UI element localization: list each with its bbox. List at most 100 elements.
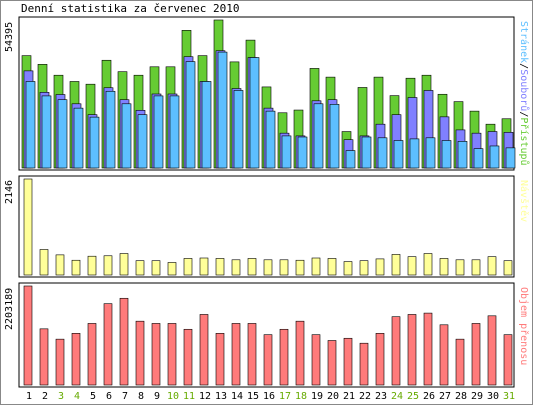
bar-Objem přenosu-5 (87, 323, 97, 386)
bar-Návštěv-28 (455, 259, 465, 276)
bar-Objem přenosu-10 (167, 323, 177, 386)
bar-Návštěv-19 (311, 257, 321, 276)
bar-Objem přenosu-8 (135, 320, 145, 386)
bar-Návštěv-3 (55, 254, 65, 276)
x-tick-label: 7 (122, 391, 128, 402)
bar-Návštěv-2 (39, 249, 49, 276)
bar-Stránek-27 (441, 140, 452, 169)
bar-Návštěv-12 (199, 257, 209, 276)
bar-Návštěv-31 (503, 260, 513, 276)
x-tick-label: 8 (138, 391, 144, 402)
x-tick-label: 27 (439, 391, 451, 402)
bar-Návštěv-11 (183, 258, 193, 276)
max-label-bottom: 2203189 (4, 287, 15, 330)
legend-item: Návštěv (518, 180, 529, 223)
x-tick-label: 20 (327, 391, 339, 402)
x-tick-label: 6 (106, 391, 112, 402)
x-tick-label: 10 (167, 391, 179, 402)
bar-Návštěv-1 (23, 178, 33, 276)
bar-Objem přenosu-26 (423, 312, 433, 386)
bar-Objem přenosu-24 (391, 316, 401, 386)
bar-Návštěv-8 (135, 260, 145, 276)
x-tick-label: 4 (74, 391, 80, 402)
bar-Návštěv-6 (103, 255, 113, 276)
bar-Návštěv-29 (471, 259, 481, 276)
bar-Stránek-31 (505, 147, 516, 169)
bar-Stránek-13 (217, 51, 228, 169)
bar-Návštěv-21 (343, 261, 353, 276)
bar-Stránek-20 (329, 104, 340, 169)
x-tick-label: 3 (58, 391, 64, 402)
x-tick-label: 16 (263, 391, 275, 402)
bar-Návštěv-26 (423, 253, 433, 276)
x-tick-label: 21 (343, 391, 355, 402)
bar-Objem přenosu-16 (263, 334, 273, 386)
bar-Objem přenosu-1 (23, 285, 33, 386)
bar-Objem přenosu-9 (151, 323, 161, 386)
x-tick-label: 28 (455, 391, 467, 402)
bar-Stránek-7 (121, 103, 132, 169)
legend-middle: Návštěv (518, 180, 529, 222)
x-tick-label: 15 (247, 391, 259, 402)
x-tick-label: 1 (26, 391, 32, 402)
bar-Objem přenosu-20 (327, 340, 337, 386)
bar-Objem přenosu-6 (103, 303, 113, 386)
bar-Objem přenosu-2 (39, 328, 49, 386)
bar-Objem přenosu-31 (503, 334, 513, 386)
bar-Stránek-1 (25, 81, 36, 169)
bar-Stránek-3 (57, 99, 68, 169)
bar-Objem přenosu-14 (231, 323, 241, 386)
bar-Návštěv-10 (167, 262, 177, 276)
bar-Návštěv-9 (151, 260, 161, 276)
bar-Stránek-2 (41, 95, 52, 169)
x-tick-label: 23 (375, 391, 387, 402)
max-label-middle: 2146 (4, 180, 15, 205)
x-tick-label: 14 (231, 391, 243, 402)
bar-Stránek-15 (249, 57, 260, 169)
x-tick-label: 2 (42, 391, 48, 402)
legend-item: Přístupů (518, 117, 529, 166)
bar-Stránek-26 (425, 137, 436, 169)
bar-Objem přenosu-21 (343, 337, 353, 386)
bar-Stránek-29 (473, 148, 484, 169)
legend-item: Souborů (518, 69, 529, 112)
bar-Stránek-12 (201, 81, 212, 169)
x-tick-label: 29 (471, 391, 483, 402)
bar-Objem přenosu-30 (487, 315, 497, 386)
bar-Stránek-30 (489, 145, 500, 169)
bar-Návštěv-24 (391, 254, 401, 276)
bar-Stránek-24 (393, 140, 404, 169)
bar-Objem přenosu-3 (55, 338, 65, 386)
bar-Návštěv-20 (327, 258, 337, 276)
bar-Stránek-23 (377, 137, 388, 169)
bar-Stránek-8 (137, 114, 148, 169)
x-tick-label: 19 (311, 391, 323, 402)
bar-Návštěv-25 (407, 256, 417, 276)
x-tick-label: 12 (199, 391, 211, 402)
bar-Návštěv-7 (119, 253, 129, 276)
bar-Objem přenosu-22 (359, 342, 369, 386)
bar-Objem přenosu-23 (375, 333, 385, 386)
bar-Návštěv-17 (279, 259, 289, 276)
bar-Návštěv-22 (359, 260, 369, 276)
bar-Stránek-6 (105, 90, 116, 169)
x-tick-label: 22 (359, 391, 371, 402)
x-tick-label: 26 (423, 391, 435, 402)
x-tick-label: 11 (183, 391, 195, 402)
bar-Stránek-10 (169, 95, 180, 169)
bar-Objem přenosu-29 (471, 323, 481, 386)
bar-Objem přenosu-11 (183, 328, 193, 386)
x-tick-label: 25 (407, 391, 419, 402)
x-tick-label: 31 (503, 391, 515, 402)
bar-Objem přenosu-12 (199, 314, 209, 386)
bar-Stránek-4 (73, 107, 84, 169)
chart-title: Denní statistika za červenec 2010 (21, 2, 240, 15)
x-tick-label: 13 (215, 391, 227, 402)
x-tick-label: 18 (295, 391, 307, 402)
bar-Stránek-17 (281, 135, 292, 169)
bar-Návštěv-18 (295, 259, 305, 276)
max-label-top: 54395 (4, 21, 15, 52)
bar-Návštěv-13 (215, 258, 225, 276)
bar-Stránek-18 (297, 136, 308, 169)
